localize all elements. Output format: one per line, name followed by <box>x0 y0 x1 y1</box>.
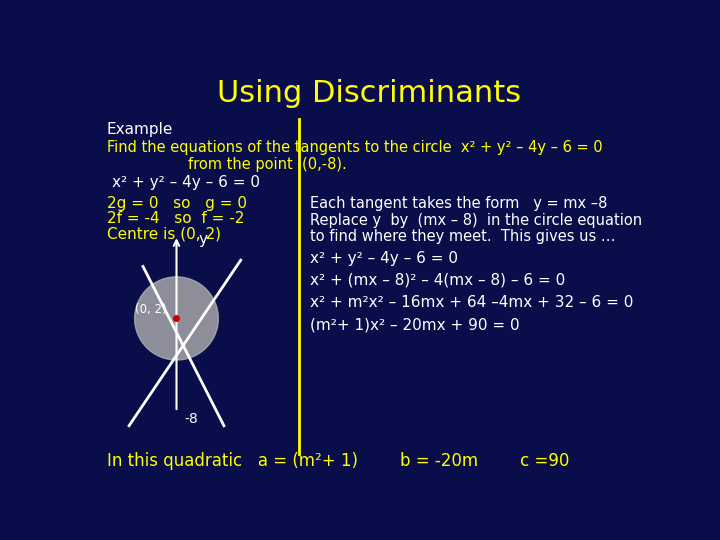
Text: from the point  (0,-8).: from the point (0,-8). <box>188 157 346 172</box>
Text: (0, 2): (0, 2) <box>135 303 166 316</box>
Text: In this quadratic   a = (m²+ 1)        b = -20m        c =90: In this quadratic a = (m²+ 1) b = -20m c… <box>107 451 569 470</box>
Text: Find the equations of the tangents to the circle  x² + y² – 4y – 6 = 0: Find the equations of the tangents to th… <box>107 140 603 156</box>
Text: x² + y² – 4y – 6 = 0: x² + y² – 4y – 6 = 0 <box>112 174 261 190</box>
Text: Centre is (0, 2): Centre is (0, 2) <box>107 226 221 241</box>
Text: x² + y² – 4y – 6 = 0: x² + y² – 4y – 6 = 0 <box>310 251 459 266</box>
Text: Example: Example <box>107 122 173 137</box>
Text: Replace y  by  (mx – 8)  in the circle equation: Replace y by (mx – 8) in the circle equa… <box>310 213 642 228</box>
Text: Each tangent takes the form   y = mx –8: Each tangent takes the form y = mx –8 <box>310 196 608 211</box>
Text: 2g = 0   so   g = 0: 2g = 0 so g = 0 <box>107 196 247 211</box>
Text: y: y <box>199 232 208 247</box>
Text: 2f = -4   so  f = -2: 2f = -4 so f = -2 <box>107 211 244 226</box>
Text: -8: -8 <box>184 412 198 426</box>
Text: x² + (mx – 8)² – 4(mx – 8) – 6 = 0: x² + (mx – 8)² – 4(mx – 8) – 6 = 0 <box>310 273 566 288</box>
Text: to find where they meet.  This gives us …: to find where they meet. This gives us … <box>310 228 616 244</box>
Text: Using Discriminants: Using Discriminants <box>217 79 521 109</box>
Text: (m²+ 1)x² – 20mx + 90 = 0: (m²+ 1)x² – 20mx + 90 = 0 <box>310 318 520 333</box>
Text: x² + m²x² – 16mx + 64 –4mx + 32 – 6 = 0: x² + m²x² – 16mx + 64 –4mx + 32 – 6 = 0 <box>310 295 634 310</box>
Ellipse shape <box>135 277 218 360</box>
